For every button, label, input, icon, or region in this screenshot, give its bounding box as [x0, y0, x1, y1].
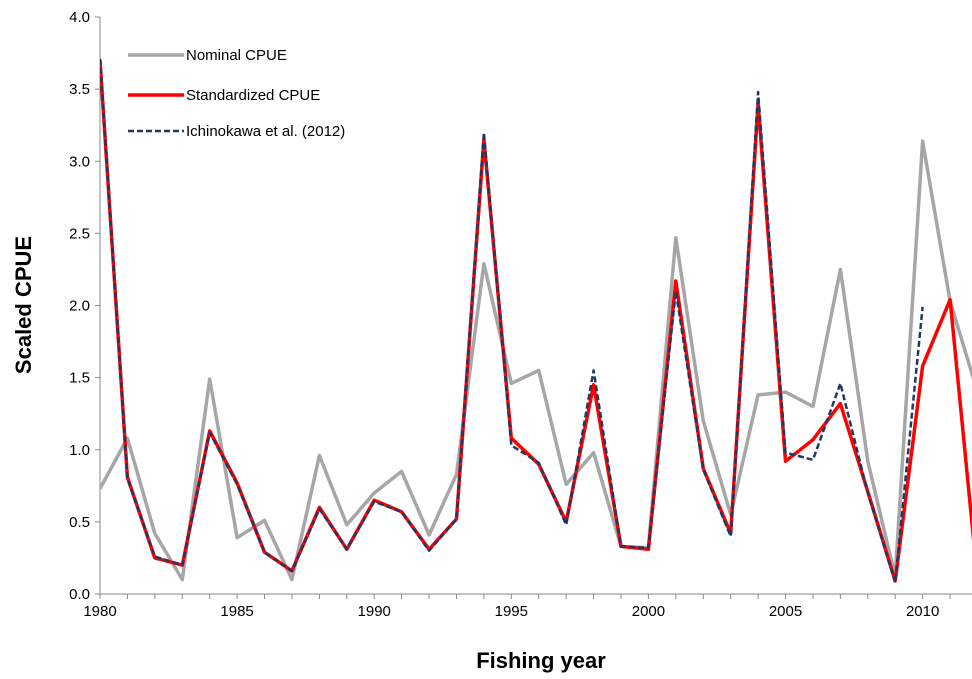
- x-tick-label: 2005: [769, 603, 802, 620]
- y-tick-label: 3.0: [69, 153, 90, 170]
- y-tick-label: 2.5: [69, 225, 90, 242]
- y-tick-label: 1.5: [69, 370, 90, 387]
- series-layer: [100, 58, 972, 584]
- series-line-3: [100, 58, 924, 584]
- legend: Nominal CPUE Standardized CPUE Ichinokawa …: [128, 47, 345, 140]
- series-line-1: [100, 139, 972, 582]
- legend-label-1: Nominal CPUE: [186, 47, 287, 64]
- x-tick-label: 2010: [906, 603, 939, 620]
- y-tick-label: 1.0: [69, 442, 90, 459]
- y-tick-label: 2.0: [69, 298, 90, 315]
- x-tick-label: 1990: [358, 603, 391, 620]
- y-tick-label: 0.0: [69, 586, 90, 603]
- y-axis-title: Scaled CPUE: [11, 236, 36, 374]
- y-tick-label: 3.5: [69, 81, 90, 98]
- legend-label-2: Standardized CPUE: [186, 87, 320, 104]
- x-tick-label: 1995: [495, 603, 528, 620]
- x-tick-label: 1985: [220, 603, 253, 620]
- legend-label-3: Ichinokawa et al. (2012): [186, 123, 345, 140]
- x-axis-title: Fishing year: [476, 648, 606, 673]
- x-tick-label: 1980: [83, 603, 116, 620]
- axes: 0.0 0.5 1.0 1.5 2.0 2.5 3.0 3.5 4.0 1980 1985 1990 1…: [69, 9, 972, 620]
- y-tick-label: 4.0: [69, 9, 90, 26]
- y-tick-label: 0.5: [69, 514, 90, 531]
- x-tick-label: 2000: [632, 603, 665, 620]
